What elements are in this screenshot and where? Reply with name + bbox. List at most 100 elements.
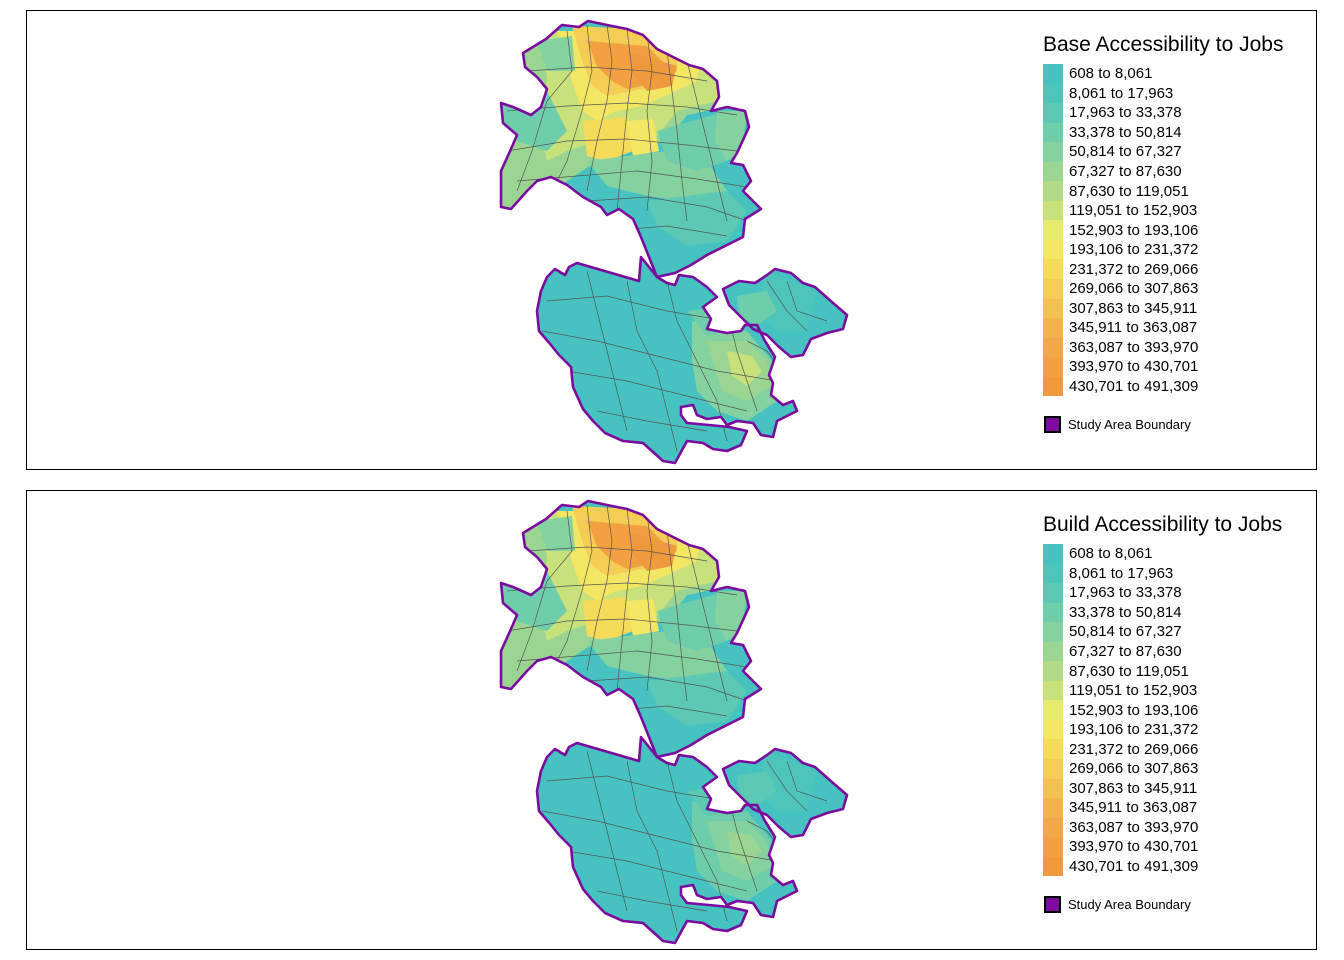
zone-boundaries bbox=[506, 504, 828, 932]
legend-item: 430,701 to 491,309 bbox=[1043, 376, 1313, 397]
legend-item: 33,378 to 50,814 bbox=[1043, 602, 1313, 623]
legend-item: 608 to 8,061 bbox=[1043, 544, 1313, 564]
legend-label: 17,963 to 33,378 bbox=[1069, 584, 1182, 602]
legend-swatch bbox=[1043, 337, 1063, 358]
legend-swatch bbox=[1043, 357, 1063, 377]
legend-item: 430,701 to 491,309 bbox=[1043, 856, 1313, 877]
legend-item: 50,814 to 67,327 bbox=[1043, 622, 1313, 642]
legend-label: 345,911 to 363,087 bbox=[1069, 799, 1198, 817]
legend-swatch bbox=[1043, 622, 1063, 642]
legend-swatch bbox=[1043, 122, 1063, 143]
zone-boundaries bbox=[506, 24, 828, 452]
legend-item: 193,106 to 231,372 bbox=[1043, 719, 1313, 740]
legend-label: 67,327 to 87,630 bbox=[1069, 643, 1182, 660]
legend-swatch bbox=[1043, 680, 1063, 701]
legend-item: 87,630 to 119,051 bbox=[1043, 661, 1313, 681]
legend-swatch bbox=[1043, 239, 1063, 260]
legend-label: 231,372 to 269,066 bbox=[1069, 260, 1199, 278]
legend-swatch bbox=[1043, 739, 1063, 760]
legend-swatch bbox=[1043, 161, 1063, 182]
legend-label: 152,903 to 193,106 bbox=[1069, 221, 1199, 239]
base-accessibility-map bbox=[499, 19, 849, 465]
legend-classes-build: 608 to 8,061 8,061 to 17,963 17,963 to 3… bbox=[1043, 544, 1313, 877]
legend-label: 608 to 8,061 bbox=[1069, 65, 1153, 83]
legend-swatch bbox=[1043, 200, 1063, 221]
legend-item: 345,911 to 363,087 bbox=[1043, 798, 1313, 818]
legend-item: 33,378 to 50,814 bbox=[1043, 122, 1313, 143]
legend-swatch bbox=[1043, 856, 1063, 877]
legend-swatch bbox=[1043, 376, 1063, 397]
legend-item: 119,051 to 152,903 bbox=[1043, 200, 1313, 221]
study-area-boundary bbox=[499, 499, 849, 945]
legend-classes-base: 608 to 8,061 8,061 to 17,963 17,963 to 3… bbox=[1043, 64, 1313, 397]
legend-label: 8,061 to 17,963 bbox=[1069, 564, 1174, 582]
legend-item: 193,106 to 231,372 bbox=[1043, 239, 1313, 260]
legend-label: 430,701 to 491,309 bbox=[1069, 378, 1199, 396]
legend-label: 87,630 to 119,051 bbox=[1069, 662, 1189, 680]
legend-swatch bbox=[1043, 103, 1063, 123]
legend-build: Build Accessibility to Jobs 608 to 8,061… bbox=[1043, 513, 1313, 914]
map-panel-base: Base Accessibility to Jobs 608 to 8,061 … bbox=[26, 10, 1317, 470]
legend-base: Base Accessibility to Jobs 608 to 8,061 … bbox=[1043, 33, 1313, 434]
legend-item: 393,970 to 430,701 bbox=[1043, 357, 1313, 377]
legend-swatch bbox=[1043, 563, 1063, 584]
legend-item: 269,066 to 307,863 bbox=[1043, 759, 1313, 779]
legend-swatch bbox=[1043, 64, 1063, 84]
choropleth-zones bbox=[501, 21, 847, 463]
legend-swatch bbox=[1043, 719, 1063, 740]
legend-swatch bbox=[1043, 602, 1063, 623]
legend-item: 269,066 to 307,863 bbox=[1043, 279, 1313, 299]
legend-swatch bbox=[1043, 817, 1063, 838]
boundary-label: Study Area Boundary bbox=[1068, 897, 1191, 913]
legend-label: 33,378 to 50,814 bbox=[1069, 603, 1182, 621]
map-title-build: Build Accessibility to Jobs bbox=[1043, 513, 1283, 536]
legend-label: 363,087 to 393,970 bbox=[1069, 338, 1199, 356]
legend-item: 8,061 to 17,963 bbox=[1043, 563, 1313, 584]
legend-label: 193,106 to 231,372 bbox=[1069, 721, 1199, 739]
legend-label: 269,066 to 307,863 bbox=[1069, 760, 1199, 778]
legend-boundary-build: Study Area Boundary bbox=[1043, 896, 1313, 914]
legend-item: 363,087 to 393,970 bbox=[1043, 337, 1313, 358]
map-panel-build: Build Accessibility to Jobs 608 to 8,061… bbox=[26, 490, 1317, 950]
legend-swatch bbox=[1043, 778, 1063, 799]
legend-swatch bbox=[1043, 259, 1063, 280]
legend-swatch bbox=[1043, 318, 1063, 338]
legend-label: 193,106 to 231,372 bbox=[1069, 241, 1199, 259]
legend-swatch bbox=[1043, 641, 1063, 662]
legend-label: 393,970 to 430,701 bbox=[1069, 358, 1199, 376]
legend-item: 363,087 to 393,970 bbox=[1043, 817, 1313, 838]
legend-swatch bbox=[1043, 661, 1063, 681]
legend-label: 393,970 to 430,701 bbox=[1069, 838, 1199, 856]
boundary-swatch bbox=[1044, 896, 1061, 914]
legend-label: 269,066 to 307,863 bbox=[1069, 280, 1199, 298]
legend-label: 307,863 to 345,911 bbox=[1069, 779, 1198, 797]
legend-label: 119,051 to 152,903 bbox=[1069, 202, 1198, 220]
legend-item: 8,061 to 17,963 bbox=[1043, 83, 1313, 104]
legend-item: 231,372 to 269,066 bbox=[1043, 259, 1313, 280]
legend-item: 307,863 to 345,911 bbox=[1043, 298, 1313, 319]
legend-label: 87,630 to 119,051 bbox=[1069, 182, 1189, 200]
legend-item: 345,911 to 363,087 bbox=[1043, 318, 1313, 338]
legend-label: 307,863 to 345,911 bbox=[1069, 299, 1198, 317]
legend-item: 119,051 to 152,903 bbox=[1043, 680, 1313, 701]
legend-item: 17,963 to 33,378 bbox=[1043, 103, 1313, 123]
boundary-label: Study Area Boundary bbox=[1068, 417, 1191, 433]
legend-swatch bbox=[1043, 798, 1063, 818]
legend-item: 67,327 to 87,630 bbox=[1043, 641, 1313, 662]
legend-label: 231,372 to 269,066 bbox=[1069, 740, 1199, 758]
legend-item: 152,903 to 193,106 bbox=[1043, 700, 1313, 720]
legend-label: 67,327 to 87,630 bbox=[1069, 163, 1182, 180]
legend-item: 17,963 to 33,378 bbox=[1043, 583, 1313, 603]
legend-label: 345,911 to 363,087 bbox=[1069, 319, 1198, 337]
legend-item: 67,327 to 87,630 bbox=[1043, 161, 1313, 182]
legend-item: 231,372 to 269,066 bbox=[1043, 739, 1313, 760]
legend-label: 363,087 to 393,970 bbox=[1069, 818, 1199, 836]
map-title-base: Base Accessibility to Jobs bbox=[1043, 33, 1284, 56]
legend-swatch bbox=[1043, 837, 1063, 857]
legend-item: 87,630 to 119,051 bbox=[1043, 181, 1313, 201]
legend-item: 393,970 to 430,701 bbox=[1043, 837, 1313, 857]
legend-swatch bbox=[1043, 279, 1063, 299]
legend-label: 430,701 to 491,309 bbox=[1069, 858, 1199, 876]
boundary-swatch bbox=[1044, 416, 1061, 434]
legend-swatch bbox=[1043, 142, 1063, 162]
